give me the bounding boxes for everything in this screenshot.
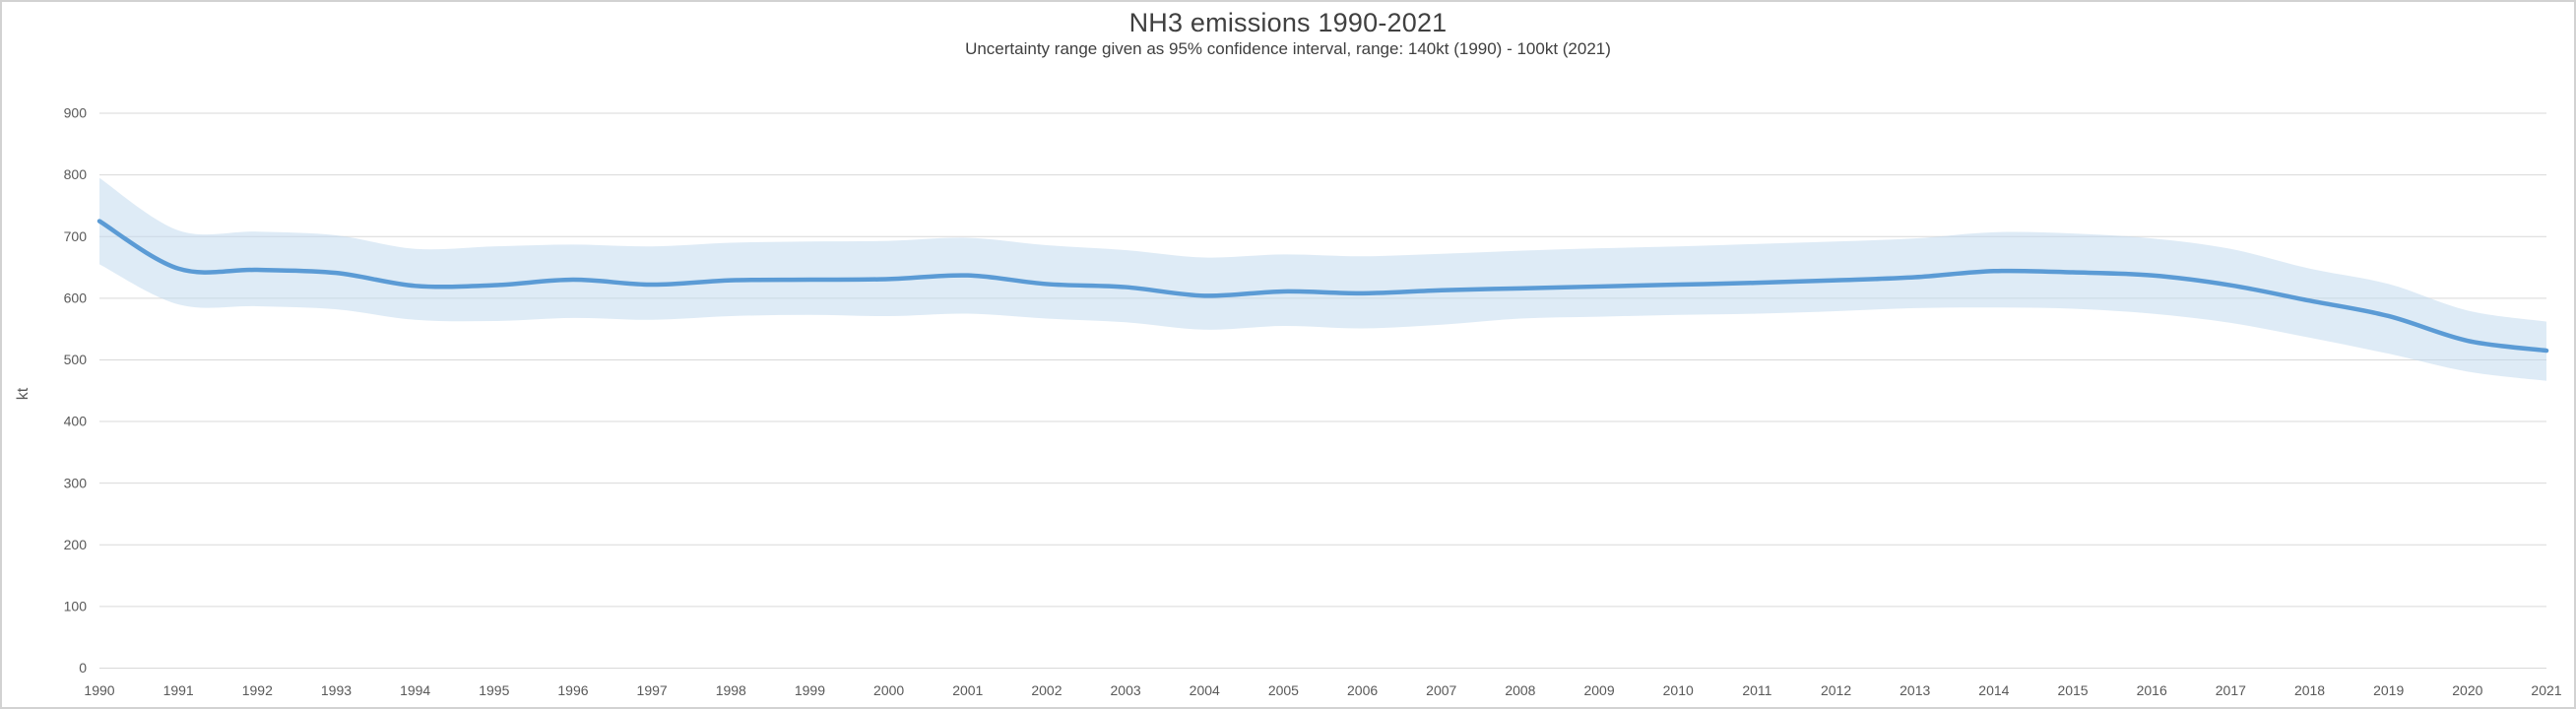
x-tick-label: 2019 (2373, 682, 2404, 698)
x-tick-label: 2004 (1190, 682, 1220, 698)
x-tick-label: 2008 (1505, 682, 1535, 698)
x-tick-label: 1991 (163, 682, 194, 698)
emissions-line (97, 219, 2549, 354)
x-tick-label: 1997 (637, 682, 668, 698)
y-tick-label: 300 (64, 475, 88, 490)
y-tick-label: 200 (64, 537, 88, 552)
x-tick-label: 2000 (873, 682, 904, 698)
x-tick-label: 2009 (1583, 682, 1614, 698)
x-tick-label: 2014 (1978, 682, 2009, 698)
gridlines (99, 112, 2546, 669)
y-tick-label: 0 (79, 660, 87, 676)
y-tick-label: 900 (64, 105, 88, 121)
x-tick-label: 1998 (716, 682, 746, 698)
x-tick-label: 1990 (84, 682, 114, 698)
x-tick-label: 2016 (2137, 682, 2167, 698)
chart-title: NH3 emissions 1990-2021 (1128, 8, 1448, 37)
x-tick-label: 2002 (1031, 682, 1062, 698)
x-tick-label: 1994 (400, 682, 430, 698)
x-tick-label: 2011 (1742, 682, 1771, 698)
y-tick-label: 800 (64, 166, 88, 182)
confidence-band (99, 177, 2546, 381)
y-tick-label: 400 (64, 414, 88, 429)
chart-subtitle: Uncertainty range given as 95% confidenc… (965, 39, 1611, 58)
x-tick-label: 2003 (1111, 682, 1141, 698)
x-tick-label: 1995 (479, 682, 509, 698)
y-tick-label: 100 (64, 599, 88, 614)
x-tick-label: 1993 (321, 682, 352, 698)
x-axis-tick-labels: 1990 1991 1992 1993 1994 1995 1996 1997 1998 1999… (84, 682, 2561, 698)
y-axis-tick-labels: 0 100 200 300 400 500 600 700 800 900 (64, 105, 88, 676)
confidence-band-group (99, 177, 2546, 381)
x-tick-label: 1996 (557, 682, 588, 698)
y-tick-label: 500 (64, 352, 88, 367)
x-tick-label: 2018 (2294, 682, 2325, 698)
x-tick-label: 2017 (2216, 682, 2246, 698)
x-tick-label: 1992 (242, 682, 273, 698)
x-tick-label: 2001 (952, 682, 983, 698)
x-tick-label: 2005 (1268, 682, 1299, 698)
x-tick-label: 2006 (1347, 682, 1378, 698)
x-tick-label: 1999 (795, 682, 825, 698)
x-tick-label: 2013 (1900, 682, 1930, 698)
x-tick-label: 2015 (2057, 682, 2088, 698)
y-axis-title: kt (15, 387, 32, 400)
emissions-line-group (97, 219, 2549, 354)
x-tick-label: 2020 (2452, 682, 2482, 698)
x-tick-label: 2007 (1426, 682, 1456, 698)
y-tick-label: 700 (64, 228, 88, 244)
x-tick-label: 2021 (2531, 682, 2561, 698)
x-tick-label: 2010 (1663, 682, 1694, 698)
x-tick-label: 2012 (1821, 682, 1851, 698)
y-tick-label: 600 (64, 290, 88, 305)
